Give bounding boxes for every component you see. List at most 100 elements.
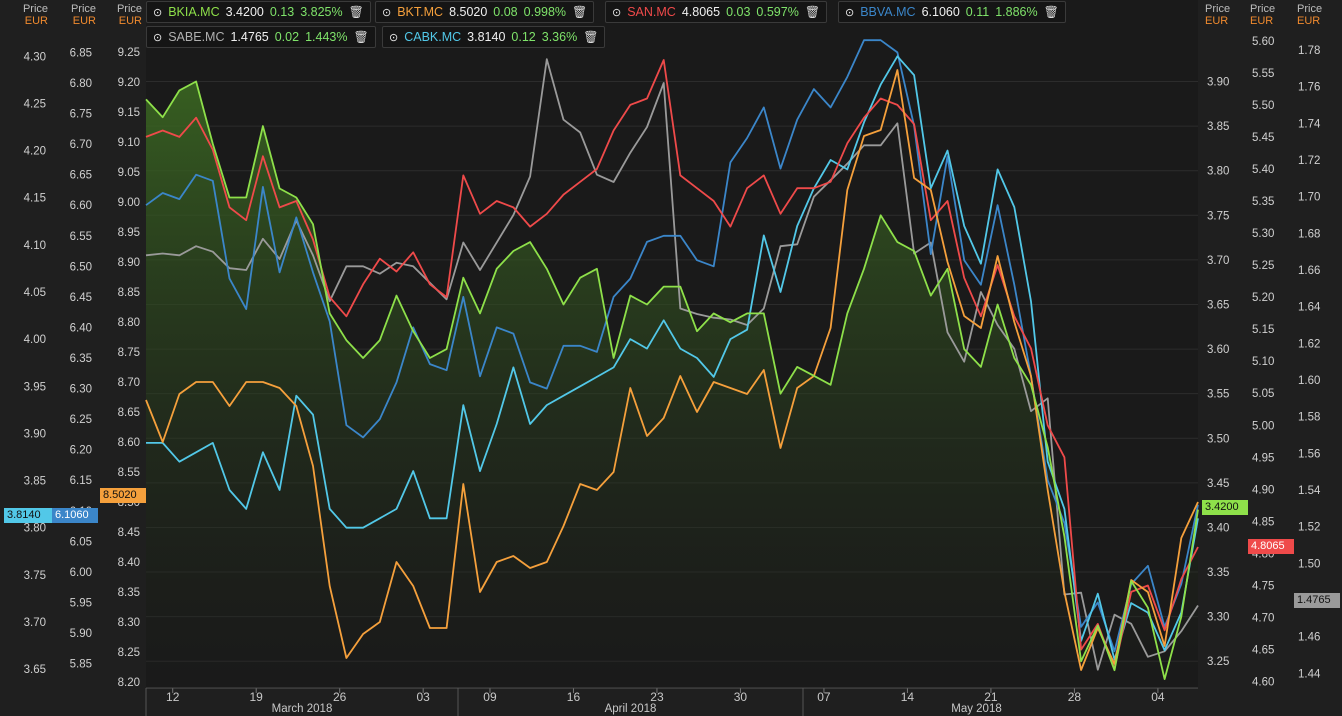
axis-tick-label-san: 4.75 xyxy=(1252,580,1274,592)
axis-tick-label-bbva: 6.65 xyxy=(70,170,92,182)
axis-tick-label-san: 5.25 xyxy=(1252,260,1274,272)
axis-tick-label-bkia: 3.70 xyxy=(1207,255,1229,267)
axis-tick-label-sabe: 1.56 xyxy=(1298,448,1320,460)
trash-icon[interactable]: 🗑 xyxy=(348,5,364,19)
axis-tick-label-cabk: 4.30 xyxy=(24,51,46,63)
axis-tick-label-san: 5.60 xyxy=(1252,36,1274,48)
axis-header-cabk: Price EUR xyxy=(22,3,48,27)
axis-tick-label-bkt: 8.70 xyxy=(118,377,140,389)
x-tick-label: 28 xyxy=(1068,690,1082,704)
axis-header-bkia: Price EUR xyxy=(1205,3,1231,27)
axis-tick-label-cabk: 3.85 xyxy=(24,476,46,488)
axis-tick-label-sabe: 1.58 xyxy=(1298,412,1320,424)
axis-tick-label-bkia: 3.85 xyxy=(1207,121,1229,133)
last-value-tag-cabk: 3.8140 xyxy=(4,508,52,523)
trash-icon[interactable]: 🗑 xyxy=(583,30,599,44)
line-series-icon: ⊙ xyxy=(153,6,163,19)
axis-tick-label-bbva: 6.05 xyxy=(70,536,92,548)
axis-tick-label-sabe: 1.78 xyxy=(1298,45,1320,57)
axis-tick-label-bbva: 6.75 xyxy=(70,109,92,121)
x-tick-label: 21 xyxy=(984,690,998,704)
legend-item-san[interactable]: ⊙ SAN.MC 4.8065 0.03 0.597% 🗑 xyxy=(605,1,828,23)
legend-value: 4.8065 xyxy=(681,5,721,19)
axis-tick-label-cabk: 4.25 xyxy=(24,98,46,110)
axis-tick-label-bbva: 6.55 xyxy=(70,231,92,243)
legend-item-bkia[interactable]: ⊙ BKIA.MC 3.4200 0.13 3.825% 🗑 xyxy=(146,1,371,23)
series-line-cabk-mc xyxy=(146,55,1199,661)
axis-tick-label-sabe: 1.76 xyxy=(1298,82,1320,94)
axis-tick-label-sabe: 1.44 xyxy=(1298,668,1321,680)
axis-tick-label-san: 4.90 xyxy=(1252,484,1274,496)
axis-tick-label-sabe: 1.70 xyxy=(1298,192,1320,204)
trash-icon[interactable]: 🗑 xyxy=(1043,5,1059,19)
x-tick-label: 23 xyxy=(650,690,664,704)
trash-icon[interactable]: 🗑 xyxy=(353,30,369,44)
month-label: April 2018 xyxy=(605,703,657,715)
axis-tick-label-bkt: 9.15 xyxy=(118,107,140,119)
series-line-sabe-mc xyxy=(145,58,1199,671)
area-bkia xyxy=(146,81,1198,688)
legend-change: 0.11 xyxy=(965,5,990,19)
axis-tick-label-bkt: 8.90 xyxy=(118,257,140,269)
axis-tick-label-bbva: 6.60 xyxy=(70,200,92,212)
x-tick-label: 09 xyxy=(483,690,497,704)
x-tick-label: 19 xyxy=(250,690,264,704)
axis-tick-label-san: 4.85 xyxy=(1252,516,1274,528)
legend-change: 0.02 xyxy=(274,30,300,44)
legend-symbol: BKT.MC xyxy=(397,5,444,19)
axis-tick-label-cabk: 3.70 xyxy=(24,617,46,629)
axis-tick-label-bkia: 3.65 xyxy=(1207,299,1229,311)
axis-tick-label-bbva: 6.50 xyxy=(70,261,92,273)
legend-item-bbva[interactable]: ⊙ BBVA.MC 6.1060 0.11 1.886% 🗑 xyxy=(838,1,1066,23)
x-tick-label: 26 xyxy=(333,690,347,704)
axis-tick-label-bkia: 3.40 xyxy=(1207,522,1229,534)
axis-tick-label-bkt: 9.10 xyxy=(118,137,140,149)
axis-tick-label-san: 5.45 xyxy=(1252,132,1274,144)
x-tick-label: 07 xyxy=(817,690,831,704)
axis-tick-label-bkt: 8.35 xyxy=(118,587,140,599)
trash-icon[interactable]: 🗑 xyxy=(804,5,821,19)
legend-change: 0.13 xyxy=(269,5,295,19)
line-series-icon: ⊙ xyxy=(612,6,622,19)
legend-change-pct: 0.597% xyxy=(756,5,799,19)
axis-tick-label-bbva: 5.85 xyxy=(70,659,92,671)
axis-tick-label-bkia: 3.75 xyxy=(1207,210,1229,222)
legend-value: 8.5020 xyxy=(449,5,488,19)
axis-tick-label-bkt: 8.80 xyxy=(118,317,140,329)
legend-item-sabe[interactable]: ⊙ SABE.MC 1.4765 0.02 1.443% 🗑 xyxy=(146,26,376,48)
axis-tick-label-san: 4.95 xyxy=(1252,452,1274,464)
legend-symbol: CABK.MC xyxy=(404,30,462,44)
axis-tick-label-bkia: 3.30 xyxy=(1207,612,1229,624)
legend-change: 0.03 xyxy=(726,5,751,19)
axis-tick-label-bkia: 3.35 xyxy=(1207,567,1229,579)
axis-tick-label-sabe: 1.64 xyxy=(1298,302,1321,314)
legend-symbol: BBVA.MC xyxy=(860,5,916,19)
axis-tick-label-bbva: 6.40 xyxy=(70,322,92,334)
axis-tick-label-sabe: 1.54 xyxy=(1298,485,1321,497)
axis-tick-label-bkt: 8.55 xyxy=(118,467,140,479)
legend-change-pct: 3.825% xyxy=(300,5,343,19)
axis-tick-label-bkia: 3.45 xyxy=(1207,478,1229,490)
x-tick-label: 14 xyxy=(901,690,915,704)
axis-tick-label-cabk: 3.80 xyxy=(24,523,46,535)
axis-tick-label-cabk: 3.75 xyxy=(24,570,46,582)
axis-tick-label-cabk: 4.20 xyxy=(24,146,46,158)
axis-tick-label-bkt: 8.20 xyxy=(118,677,140,689)
axis-tick-label-sabe: 1.72 xyxy=(1298,155,1320,167)
axis-tick-label-bbva: 6.30 xyxy=(70,384,92,396)
x-tick-label: 30 xyxy=(734,690,748,704)
trash-icon[interactable]: 🗑 xyxy=(572,5,588,19)
axis-tick-label-bbva: 5.95 xyxy=(70,597,92,609)
legend-item-cabk[interactable]: ⊙ CABK.MC 3.8140 0.12 3.36% 🗑 xyxy=(382,26,606,48)
axis-tick-label-san: 4.65 xyxy=(1252,645,1274,657)
axis-tick-label-bkt: 8.75 xyxy=(118,347,140,359)
x-tick-label: 12 xyxy=(166,690,180,704)
axis-tick-label-san: 5.40 xyxy=(1252,164,1274,176)
axis-tick-label-bkt: 9.05 xyxy=(118,167,140,179)
legend-item-bkt[interactable]: ⊙ BKT.MC 8.5020 0.08 0.998% 🗑 xyxy=(375,1,595,23)
axis-tick-label-bkt: 9.00 xyxy=(118,197,140,209)
last-value-tag-bbva: 6.1060 xyxy=(52,508,98,523)
axis-tick-label-cabk: 4.10 xyxy=(24,240,46,252)
axis-tick-label-san: 5.50 xyxy=(1252,100,1274,112)
